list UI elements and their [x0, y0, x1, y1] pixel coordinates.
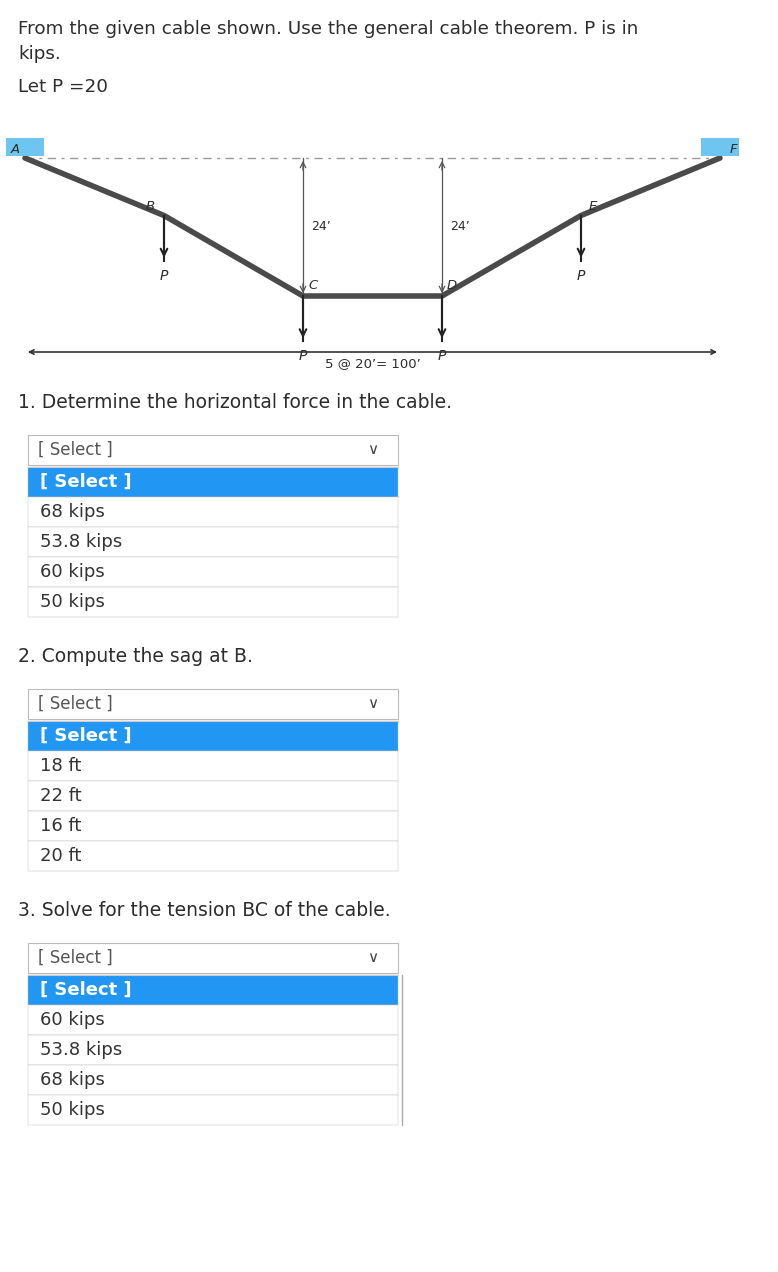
- Text: 5 @ 20’= 100’: 5 @ 20’= 100’: [324, 357, 420, 370]
- FancyBboxPatch shape: [28, 527, 398, 557]
- Text: Let P =20: Let P =20: [18, 78, 108, 95]
- Text: D: D: [447, 279, 457, 293]
- Text: 50 kips: 50 kips: [40, 1102, 105, 1119]
- Text: C: C: [308, 279, 317, 293]
- Text: [ Select ]: [ Select ]: [40, 473, 131, 491]
- Text: F: F: [730, 142, 738, 156]
- Text: [ Select ]: [ Select ]: [40, 981, 131, 999]
- FancyBboxPatch shape: [28, 1035, 398, 1065]
- Text: 53.8 kips: 53.8 kips: [40, 1040, 122, 1060]
- FancyBboxPatch shape: [28, 586, 398, 617]
- FancyBboxPatch shape: [28, 976, 398, 1005]
- FancyBboxPatch shape: [28, 467, 398, 497]
- Text: [ Select ]: [ Select ]: [40, 728, 131, 745]
- FancyBboxPatch shape: [28, 557, 398, 586]
- FancyBboxPatch shape: [28, 1095, 398, 1124]
- FancyBboxPatch shape: [28, 1005, 398, 1035]
- Text: P: P: [299, 349, 307, 363]
- Text: P: P: [576, 268, 585, 282]
- Text: 18 ft: 18 ft: [40, 757, 82, 775]
- Text: ∨: ∨: [367, 443, 379, 458]
- FancyBboxPatch shape: [28, 781, 398, 812]
- Text: ∨: ∨: [367, 697, 379, 711]
- Text: E: E: [589, 201, 598, 214]
- FancyBboxPatch shape: [28, 841, 398, 871]
- Text: P: P: [159, 268, 168, 282]
- Text: 1. Determine the horizontal force in the cable.: 1. Determine the horizontal force in the…: [18, 393, 452, 412]
- Text: 68 kips: 68 kips: [40, 502, 105, 522]
- Text: 68 kips: 68 kips: [40, 1071, 105, 1089]
- Text: ∨: ∨: [367, 950, 379, 965]
- Text: 24’: 24’: [450, 220, 470, 234]
- FancyBboxPatch shape: [6, 137, 44, 156]
- Text: 60 kips: 60 kips: [40, 1011, 105, 1029]
- Text: 53.8 kips: 53.8 kips: [40, 533, 122, 551]
- Text: 16 ft: 16 ft: [40, 817, 82, 834]
- Text: 24’: 24’: [311, 220, 331, 234]
- Text: From the given cable shown. Use the general cable theorem. P is in: From the given cable shown. Use the gene…: [18, 20, 639, 38]
- FancyBboxPatch shape: [701, 137, 739, 156]
- Text: [ Select ]: [ Select ]: [38, 695, 113, 714]
- FancyBboxPatch shape: [28, 750, 398, 781]
- FancyBboxPatch shape: [28, 689, 398, 719]
- FancyBboxPatch shape: [28, 435, 398, 466]
- FancyBboxPatch shape: [28, 721, 398, 750]
- Text: A: A: [11, 142, 20, 156]
- Text: B: B: [146, 201, 155, 214]
- Text: 50 kips: 50 kips: [40, 593, 105, 611]
- FancyBboxPatch shape: [28, 812, 398, 841]
- Text: 22 ft: 22 ft: [40, 787, 82, 805]
- Text: [ Select ]: [ Select ]: [38, 949, 113, 967]
- Text: 2. Compute the sag at B.: 2. Compute the sag at B.: [18, 647, 253, 667]
- Text: 60 kips: 60 kips: [40, 563, 105, 581]
- Text: kips.: kips.: [18, 45, 61, 64]
- FancyBboxPatch shape: [28, 497, 398, 527]
- Text: P: P: [438, 349, 447, 363]
- Text: 20 ft: 20 ft: [40, 847, 82, 865]
- Text: 3. Solve for the tension BC of the cable.: 3. Solve for the tension BC of the cable…: [18, 901, 391, 920]
- FancyBboxPatch shape: [28, 943, 398, 973]
- FancyBboxPatch shape: [28, 1065, 398, 1095]
- Text: [ Select ]: [ Select ]: [38, 441, 113, 459]
